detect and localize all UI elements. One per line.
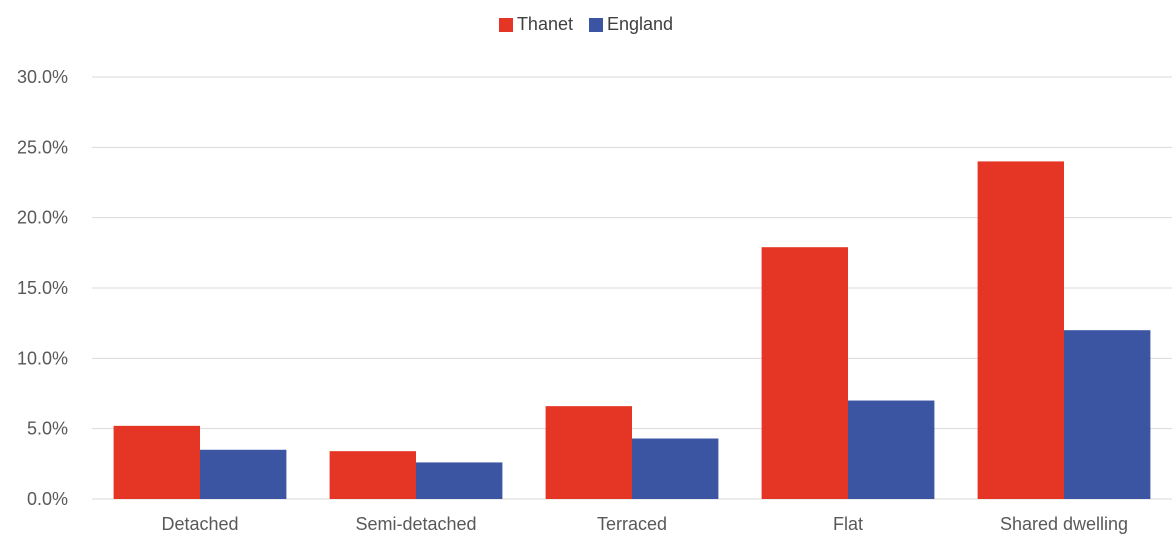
bar-england-detached: [200, 449, 287, 499]
legend-item-thanet: Thanet: [498, 14, 573, 35]
x-axis-ticks: Detached Semi-detached Terraced Flat Shared …: [161, 514, 1128, 534]
bar-thanet-flat: [761, 247, 848, 499]
x-tick-label: Flat: [833, 514, 863, 534]
bar-england-semi-detached: [416, 462, 503, 499]
y-tick-label: 0.0%: [27, 489, 68, 509]
y-tick-label: 10.0%: [17, 348, 68, 368]
x-tick-label: Semi-detached: [355, 514, 476, 534]
bar-england-terraced: [632, 438, 719, 499]
bar-thanet-semi-detached: [329, 451, 416, 499]
y-tick-label: 5.0%: [27, 419, 68, 439]
y-axis-ticks: 0.0% 5.0% 10.0% 15.0% 20.0% 25.0% 30.0%: [17, 67, 68, 509]
x-tick-label: Shared dwelling: [1000, 514, 1128, 534]
legend-swatch-england: [588, 17, 603, 32]
x-tick-label: Detached: [161, 514, 238, 534]
legend-label-england: England: [606, 14, 674, 34]
y-tick-label: 15.0%: [17, 278, 68, 298]
legend-swatch-thanet: [498, 17, 513, 32]
bar-england-flat: [848, 400, 935, 499]
y-tick-label: 30.0%: [17, 67, 68, 87]
y-tick-label: 20.0%: [17, 208, 68, 228]
bar-thanet-shared-dwelling: [977, 161, 1064, 499]
legend: Thanet England: [0, 14, 1172, 35]
bar-thanet-terraced: [545, 406, 632, 499]
y-tick-label: 25.0%: [17, 137, 68, 157]
legend-label-thanet: Thanet: [516, 14, 573, 34]
legend-item-england: England: [588, 14, 674, 35]
bar-england-shared-dwelling: [1064, 330, 1151, 499]
bar-thanet-detached: [113, 425, 200, 499]
x-tick-label: Terraced: [597, 514, 667, 534]
bars: [113, 161, 1151, 499]
